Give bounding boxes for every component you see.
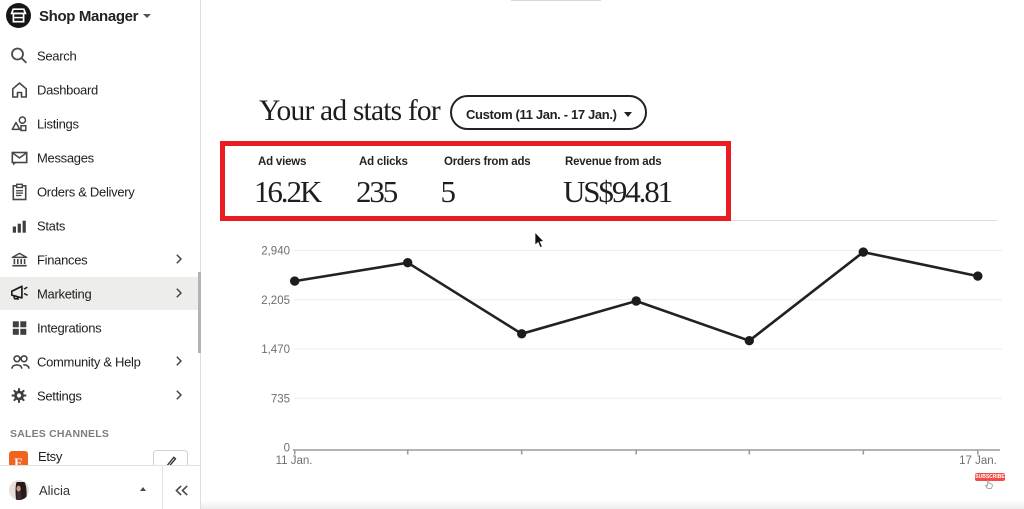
svg-text:2,205: 2,205 <box>261 295 290 307</box>
svg-text:735: 735 <box>271 394 290 406</box>
svg-text:17 Jan.: 17 Jan. <box>959 455 997 467</box>
svg-text:2,940: 2,940 <box>261 246 290 258</box>
svg-text:0: 0 <box>284 443 290 455</box>
svg-text:11 Jan.: 11 Jan. <box>276 455 313 467</box>
svg-text:1,470: 1,470 <box>261 344 290 356</box>
